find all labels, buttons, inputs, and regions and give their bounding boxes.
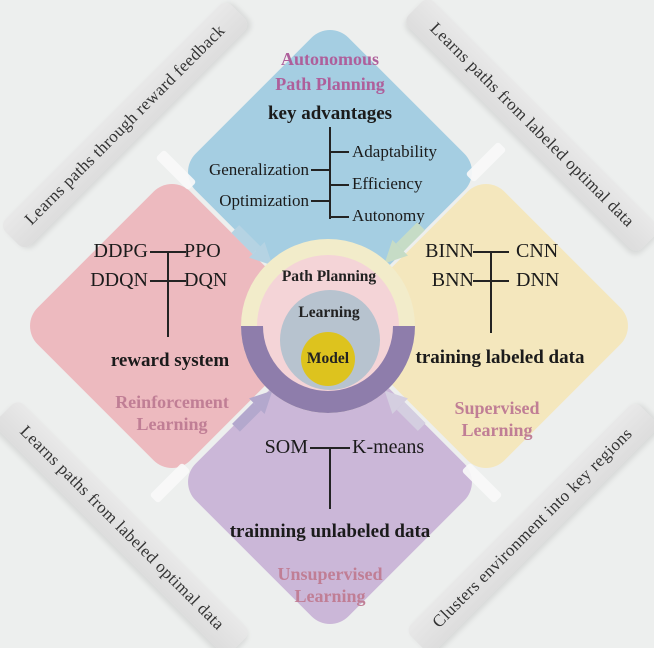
top-tree-trunk (329, 127, 331, 219)
left-tree-trunk (167, 251, 169, 337)
algo-ppo: PPO (184, 240, 221, 262)
ribbon-top-left-text: Learns paths through reward feedback (20, 20, 229, 229)
advantage-adaptability: Adaptability (352, 142, 437, 161)
left-quadrant-heading: reward system (110, 350, 230, 371)
top-tree-tick-generalization (311, 169, 330, 171)
gap-tick-top-right (465, 141, 507, 183)
top-tree-tick-autonomy (330, 216, 349, 218)
top-tree-tick-efficiency (330, 184, 349, 186)
algo-ddpg: DDPG (93, 240, 148, 262)
left-quadrant-label-line2: Learning (136, 414, 208, 434)
bottom-tree-trunk (329, 447, 331, 509)
algo-som: SOM (264, 436, 308, 458)
top-quadrant-title-line1: Autonomous (280, 49, 380, 69)
algo-kmeans: K-means (352, 436, 425, 458)
top-tree-tick-adaptability (330, 151, 349, 153)
algo-cnn: CNN (516, 240, 559, 262)
left-quadrant-label-line1: Reinforcement (115, 392, 229, 412)
center-label-learning: Learning (298, 304, 360, 321)
advantage-autonomy: Autonomy (352, 206, 425, 225)
algo-dnn: DNN (516, 269, 560, 291)
advantage-generalization: Generalization (208, 160, 309, 179)
right-quadrant-label-line1: Supervised (454, 398, 540, 418)
algo-bnn: BNN (431, 269, 474, 291)
right-tree-trunk (490, 251, 492, 333)
right-quadrant-label-line2: Learning (461, 420, 533, 440)
right-quadrant-heading: training labeled data (415, 347, 585, 368)
top-quadrant-title-line2: Path Planning (275, 74, 385, 94)
center-label-model: Model (306, 350, 350, 367)
gap-tick-bottom-left (149, 462, 191, 504)
ribbon-top-left: Learns paths through reward feedback (0, 0, 251, 251)
algo-ddqn: DDQN (90, 269, 148, 291)
top-quadrant-heading: key advantages (267, 103, 393, 124)
top-tree-tick-optimization (311, 200, 330, 202)
advantage-optimization: Optimization (219, 191, 309, 210)
ribbon-top-right-text: Learns paths from labeled optimal data (426, 18, 639, 231)
algo-dqn: DQN (184, 269, 228, 291)
advantage-efficiency: Efficiency (352, 174, 423, 193)
center-label-path-planning: Path Planning (281, 268, 377, 285)
bottom-quadrant-label-line2: Learning (294, 586, 366, 606)
algo-binn: BINN (425, 240, 474, 262)
ribbon-bottom-right-text: Clusters environment into key regions (428, 423, 636, 632)
bottom-quadrant-heading: trainning unlabeled data (229, 521, 431, 542)
bottom-quadrant-label-line1: Unsupervised (277, 564, 383, 584)
